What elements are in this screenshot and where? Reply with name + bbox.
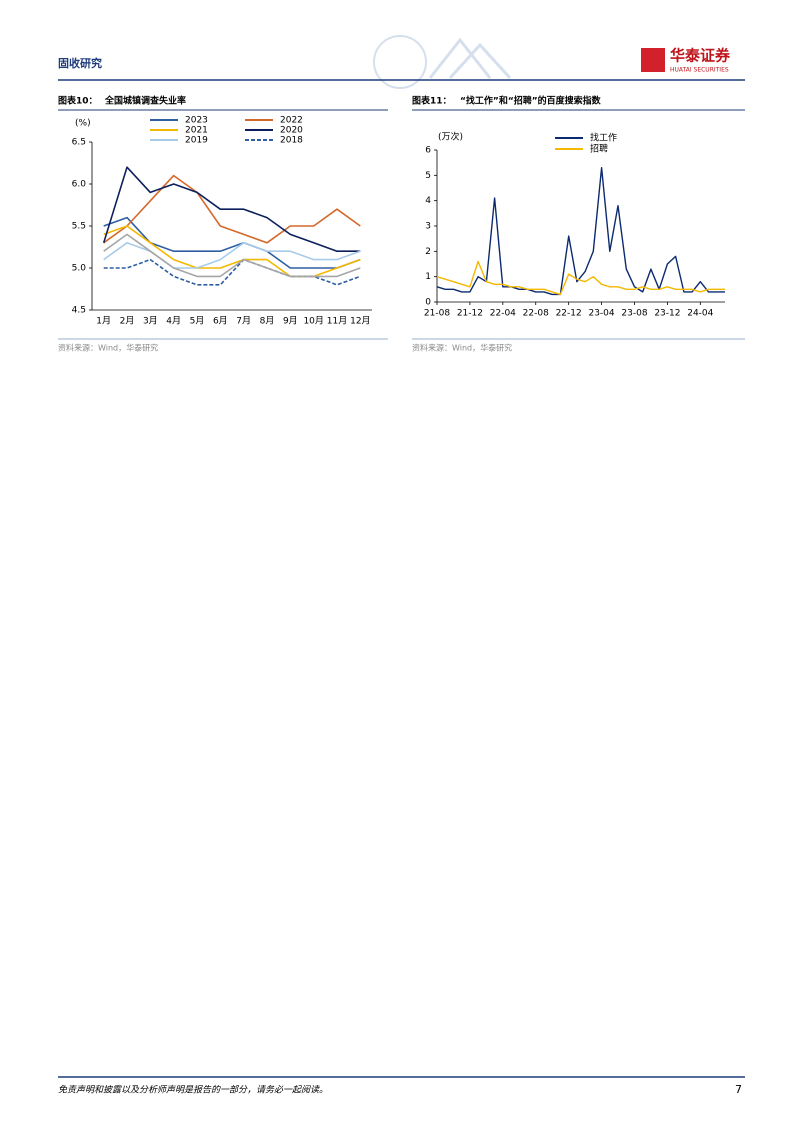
y-tick-label: 5.0 [72, 264, 87, 274]
chart-title: 全国城镇调查失业率 [104, 95, 186, 107]
y-tick-label: 0 [425, 298, 431, 308]
x-tick-label: 8月 [260, 316, 275, 327]
chart-label: 图表11： [412, 95, 452, 107]
y-tick-label: 5.5 [72, 222, 86, 232]
x-tick-label: 12月 [350, 316, 370, 327]
legend-label: 2021 [185, 126, 208, 136]
y-tick-label: 5 [425, 171, 431, 181]
x-tick-label: 4月 [166, 316, 181, 327]
y-tick-label: 2 [425, 247, 431, 257]
x-tick-label: 6月 [213, 316, 228, 327]
y-tick-label: 1 [425, 272, 431, 282]
legend-label: 2022 [280, 116, 303, 126]
y-tick-label: 4.5 [72, 306, 86, 316]
logo-subtext: HUATAI SECURITIES [670, 67, 729, 74]
legend-label: 招聘 [590, 143, 608, 155]
legend-label: 2018 [280, 136, 303, 146]
series-line [103, 216, 361, 269]
series-line [436, 167, 725, 296]
x-tick-label: 5月 [190, 316, 205, 327]
series-line [103, 233, 361, 278]
logo-icon [641, 48, 665, 72]
series-line [436, 260, 725, 296]
series-line [103, 174, 361, 244]
y-unit: (%) [75, 119, 91, 129]
x-tick-label: 24-04 [687, 309, 713, 319]
y-tick-label: 4 [425, 196, 431, 206]
series-line [103, 258, 361, 286]
x-tick-label: 21-12 [457, 309, 483, 319]
chart-label: 图表10： [58, 95, 98, 107]
series-line [102, 166, 361, 252]
x-tick-label: 3月 [143, 316, 158, 327]
page-number: 7 [735, 1083, 742, 1096]
x-tick-label: 23-12 [654, 309, 680, 319]
y-tick-label: 6.0 [72, 180, 87, 190]
series-line [103, 242, 361, 269]
disclaimer: 免责声明和披露以及分析师声明是报告的一部分，请务必一起阅读。 [58, 1085, 328, 1096]
source: 资料来源：Wind，华泰研究 [412, 343, 512, 353]
source: 资料来源：Wind，华泰研究 [58, 343, 158, 353]
x-tick-label: 2月 [120, 316, 135, 327]
x-tick-label: 7月 [236, 316, 251, 327]
y-tick-label: 6 [425, 146, 431, 156]
section-title: 固收研究 [58, 56, 102, 70]
logo-text: 华泰证券 [670, 47, 731, 65]
legend-label: 2019 [185, 136, 208, 146]
legend-label: 2020 [280, 126, 303, 136]
x-tick-label: 9月 [283, 316, 298, 327]
legend-label: 找工作 [590, 132, 617, 144]
x-tick-label: 23-04 [588, 309, 614, 319]
series-line [103, 225, 361, 278]
y-tick-label: 6.5 [72, 138, 86, 148]
x-tick-label: 10月 [303, 316, 323, 327]
x-tick-label: 11月 [327, 316, 347, 327]
legend-label: 2023 [185, 116, 208, 126]
header-decoration [373, 35, 512, 89]
y-unit: (万次) [438, 131, 463, 143]
x-tick-label: 1月 [96, 316, 111, 327]
x-tick-label: 22-08 [523, 309, 549, 319]
x-tick-label: 23-08 [621, 309, 647, 319]
x-tick-label: 21-08 [424, 309, 450, 319]
x-tick-label: 22-04 [490, 309, 516, 319]
y-tick-label: 3 [425, 222, 431, 232]
x-tick-label: 22-12 [556, 309, 582, 319]
chart-title: “找工作”和“招聘”的百度搜索指数 [460, 95, 602, 107]
